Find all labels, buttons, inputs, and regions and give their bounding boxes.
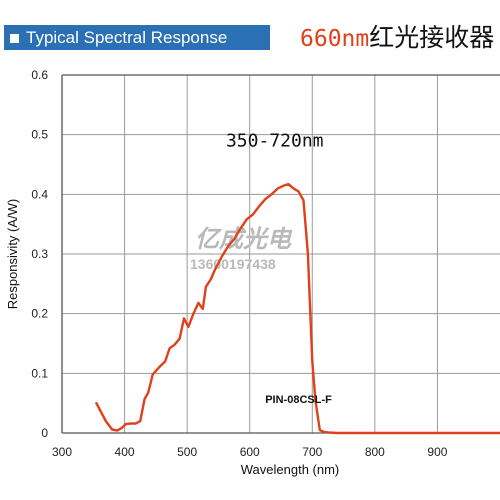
grid-lines [62, 75, 500, 433]
x-tick-label-6: 900 [427, 445, 447, 459]
product-title-chinese: 红光接收器 [369, 23, 495, 52]
y-tick-label-5: 0.5 [31, 128, 48, 142]
section-title-bar: Typical Spectral Response [4, 25, 270, 50]
y-tick-label-3: 0.3 [31, 247, 48, 261]
y-tick-label-6: 0.6 [31, 68, 48, 82]
annotation-range: 350-720nm [226, 131, 324, 152]
series-line [95, 182, 500, 435]
y-tick-labels: 0 0.1 0.2 0.3 0.4 0.5 0.6 [31, 68, 48, 440]
x-tick-label-5: 800 [365, 445, 385, 459]
y-tick-label-2: 0.2 [31, 307, 48, 321]
x-tick-labels: 300 400 500 600 700 800 900 [52, 445, 448, 459]
x-tick-label-0: 300 [52, 445, 72, 459]
annotation-part-number: PIN-08CSL-F [265, 394, 332, 406]
x-tick-label-3: 600 [240, 445, 260, 459]
watermark-brand: 亿成光电 [195, 224, 293, 253]
square-bullet-icon [10, 33, 19, 43]
y-axis-label: Responsivity (A/W) [5, 199, 20, 310]
product-title-wavelength: 660nm [300, 26, 370, 52]
x-axis-label: Wavelength (nm) [241, 462, 340, 477]
watermark-phone: 13600197438 [190, 256, 276, 272]
x-tick-label-1: 400 [115, 445, 135, 459]
x-tick-label-2: 500 [177, 445, 197, 459]
y-tick-label-1: 0.1 [31, 366, 48, 380]
y-tick-label-0: 0 [41, 426, 48, 440]
section-title: Typical Spectral Response [26, 28, 228, 47]
y-tick-label-4: 0.4 [31, 187, 48, 201]
x-tick-label-4: 700 [302, 445, 322, 459]
product-title: 660nm红光接收器 [300, 22, 494, 54]
